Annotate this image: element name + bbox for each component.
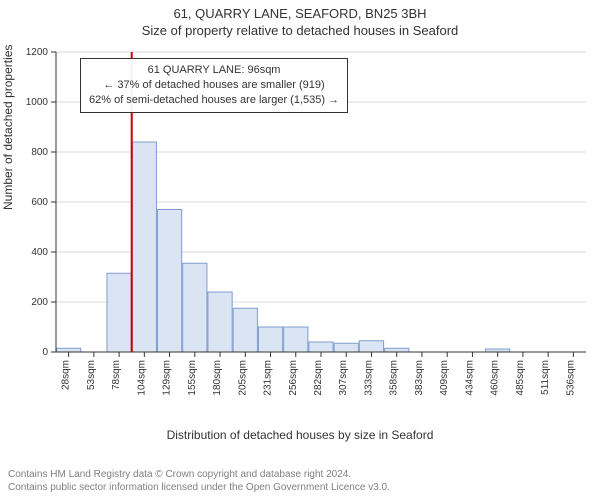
svg-text:53sqm: 53sqm (86, 360, 97, 390)
svg-text:383sqm: 383sqm (414, 360, 425, 396)
x-axis-label: Distribution of detached houses by size … (0, 428, 600, 442)
svg-text:200: 200 (31, 297, 48, 308)
svg-text:485sqm: 485sqm (515, 360, 526, 396)
attribution: Contains HM Land Registry data © Crown c… (8, 468, 390, 494)
chart-subtitle: Size of property relative to detached ho… (0, 21, 600, 38)
annotation-line-2: ← 37% of detached houses are smaller (91… (89, 78, 339, 93)
attribution-line-1: Contains HM Land Registry data © Crown c… (8, 468, 390, 481)
svg-text:460sqm: 460sqm (490, 360, 501, 396)
annotation-line-3: 62% of semi-detached houses are larger (… (89, 93, 339, 108)
svg-text:536sqm: 536sqm (565, 360, 576, 396)
svg-text:511sqm: 511sqm (540, 360, 551, 395)
svg-text:0: 0 (42, 347, 48, 358)
svg-text:180sqm: 180sqm (212, 360, 223, 396)
attribution-line-2: Contains public sector information licen… (8, 481, 390, 494)
svg-text:434sqm: 434sqm (464, 360, 475, 396)
svg-text:282sqm: 282sqm (313, 360, 324, 396)
svg-text:307sqm: 307sqm (338, 360, 349, 396)
svg-text:358sqm: 358sqm (389, 360, 400, 396)
svg-text:129sqm: 129sqm (162, 360, 173, 396)
svg-text:800: 800 (31, 147, 48, 158)
svg-text:409sqm: 409sqm (439, 360, 450, 396)
svg-text:600: 600 (31, 197, 48, 208)
svg-text:28sqm: 28sqm (61, 360, 72, 390)
svg-text:400: 400 (31, 247, 48, 258)
svg-text:1000: 1000 (26, 97, 49, 108)
svg-text:256sqm: 256sqm (288, 360, 299, 396)
svg-text:231sqm: 231sqm (263, 360, 274, 396)
annotation-line-1: 61 QUARRY LANE: 96sqm (89, 63, 339, 78)
svg-text:78sqm: 78sqm (111, 360, 122, 390)
svg-text:1200: 1200 (26, 47, 49, 58)
svg-text:155sqm: 155sqm (187, 360, 198, 396)
svg-text:333sqm: 333sqm (363, 360, 374, 396)
svg-text:205sqm: 205sqm (237, 360, 248, 396)
address-title: 61, QUARRY LANE, SEAFORD, BN25 3BH (0, 0, 600, 21)
annotation-box: 61 QUARRY LANE: 96sqm ← 37% of detached … (80, 58, 348, 113)
svg-text:104sqm: 104sqm (136, 360, 147, 396)
